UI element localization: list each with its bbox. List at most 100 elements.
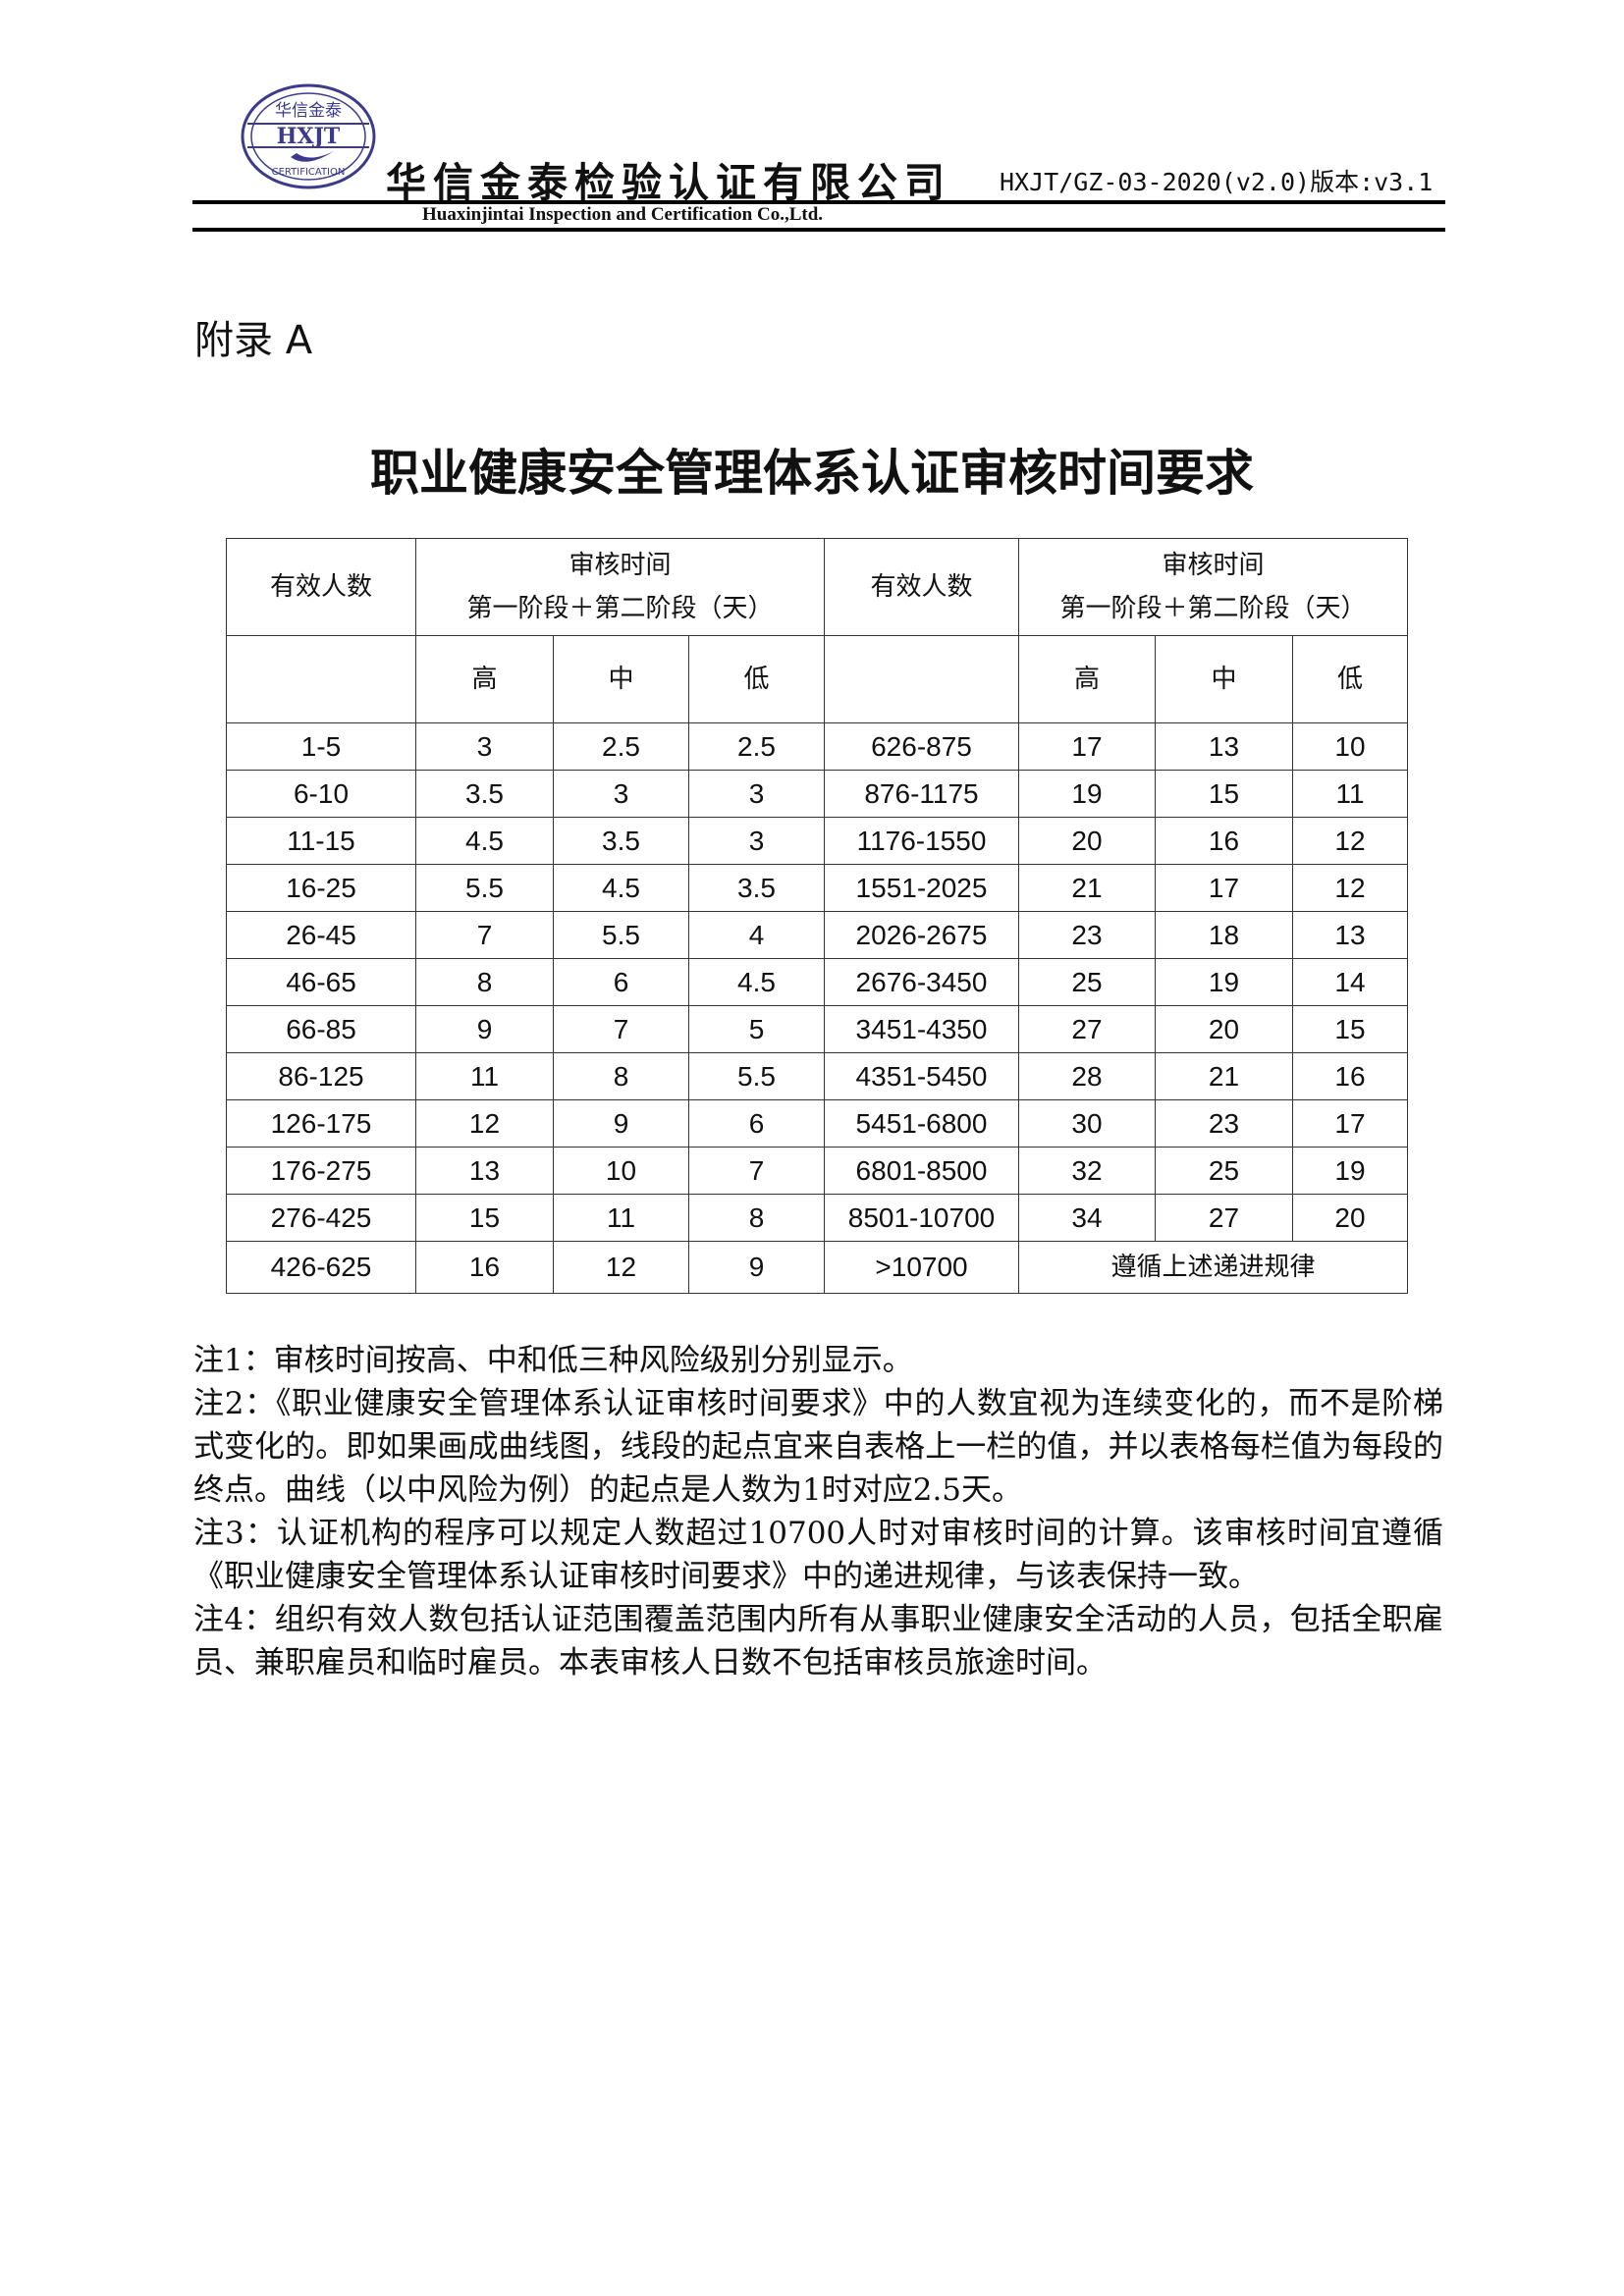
- table-cell: 11-15: [226, 817, 416, 865]
- table-cell: 426-625: [226, 1241, 416, 1294]
- table-cell: 27: [1018, 1005, 1156, 1053]
- table-cell: 8: [688, 1194, 825, 1242]
- table-cell: 46-65: [226, 958, 416, 1006]
- table-cell: 9: [688, 1241, 825, 1294]
- table-cell: 9: [553, 1099, 689, 1148]
- table-cell: 3451-4350: [824, 1005, 1019, 1053]
- table-cell: 23: [1155, 1099, 1293, 1148]
- table-row: 46-65 8 6 4.5 2676-3450 25 19 14: [226, 958, 1408, 1006]
- note-1: 注1：审核时间按高、中和低三种风险级别分别显示。: [193, 1343, 913, 1378]
- table-cell: 20: [1018, 817, 1156, 865]
- table-cell: 10: [1292, 722, 1408, 771]
- table-cell: 1551-2025: [824, 864, 1019, 912]
- table-cell: 8: [553, 1052, 689, 1100]
- table-cell: 5: [688, 1005, 825, 1053]
- table-cell: 11: [1292, 770, 1408, 818]
- table-row: 1-5 3 2.5 2.5 626-875 17 13 10: [226, 722, 1408, 771]
- table-row: 11-15 4.5 3.5 3 1176-1550 20 16 12: [226, 817, 1408, 865]
- table-cell: 6: [688, 1099, 825, 1148]
- table-cell: 1-5: [226, 722, 416, 771]
- table-row: 16-25 5.5 4.5 3.5 1551-2025 21 17 12: [226, 864, 1408, 912]
- table-cell: 66-85: [226, 1005, 416, 1053]
- table-cell: 19: [1155, 958, 1293, 1006]
- table-cell: 16: [1155, 817, 1293, 865]
- empty-cell: [226, 635, 416, 723]
- table-cell: 4351-5450: [824, 1052, 1019, 1100]
- table-cell: 12: [1292, 864, 1408, 912]
- table-cell: 86-125: [226, 1052, 416, 1100]
- header-audit-time-line2: 第一阶段＋第二阶段（天）: [466, 594, 774, 623]
- table-cell: 11: [415, 1052, 554, 1100]
- table-row: 26-45 7 5.5 4 2026-2675 23 18 13: [226, 911, 1408, 959]
- table-cell: 10: [553, 1147, 689, 1195]
- table-cell: 5451-6800: [824, 1099, 1019, 1148]
- table-cell: 4.5: [553, 864, 689, 912]
- table-cell: 5.5: [415, 864, 554, 912]
- company-logo: 华信金泰 HXJT CERTIFICATION: [240, 82, 377, 190]
- table-cell: 28: [1018, 1052, 1156, 1100]
- table-row: 276-425 15 11 8 8501-10700 34 27 20: [226, 1194, 1408, 1242]
- company-name-cn: 华信金泰检验认证有限公司: [386, 159, 951, 206]
- table-cell: >10700: [824, 1241, 1019, 1294]
- table-cell: 126-175: [226, 1099, 416, 1148]
- table-cell: 2.5: [688, 722, 825, 771]
- table-cell: 3: [415, 722, 554, 771]
- header-people: 有效人数: [824, 538, 1019, 636]
- table-cell: 876-1175: [824, 770, 1019, 818]
- table-cell: 8501-10700: [824, 1194, 1019, 1242]
- header-audit-time-line1: 审核时间: [568, 551, 672, 580]
- note-4: 注4：组织有效人数包括认证范围覆盖范围内所有从事职业健康安全活动的人员，包括全职…: [193, 1602, 1443, 1681]
- table-cell: 25: [1018, 958, 1156, 1006]
- table-cell: 19: [1292, 1147, 1408, 1195]
- table-cell: 6-10: [226, 770, 416, 818]
- notes: 注1：审核时间按高、中和低三种风险级别分别显示。 注2：《职业健康安全管理体系认…: [193, 1339, 1443, 1684]
- header-audit-time: 审核时间第一阶段＋第二阶段（天）: [415, 538, 825, 636]
- table-cell: 12: [415, 1099, 554, 1148]
- table-cell: 30: [1018, 1099, 1156, 1148]
- table-cell: 20: [1155, 1005, 1293, 1053]
- table-cell: 5.5: [688, 1052, 825, 1100]
- table-cell: 6: [553, 958, 689, 1006]
- header-rule-top: [192, 200, 1445, 204]
- table-cell: 13: [415, 1147, 554, 1195]
- table-cell: 11: [553, 1194, 689, 1242]
- table-cell: 15: [1292, 1005, 1408, 1053]
- table-cell: 12: [1292, 817, 1408, 865]
- table-cell: 7: [688, 1147, 825, 1195]
- table-cell: 1176-1550: [824, 817, 1019, 865]
- table-cell: 3: [553, 770, 689, 818]
- header-audit-time-line2: 第一阶段＋第二阶段（天）: [1059, 594, 1367, 623]
- level-low: 低: [688, 635, 825, 723]
- table-cell: 7: [553, 1005, 689, 1053]
- table-level-row: 高 中 低 高 中 低: [226, 635, 1408, 723]
- table-cell: 13: [1155, 722, 1293, 771]
- table-cell: 17: [1292, 1099, 1408, 1148]
- page-title: 职业健康安全管理体系认证审核时间要求: [370, 445, 1254, 502]
- svg-text:华信金泰: 华信金泰: [275, 101, 342, 121]
- table-cell: 34: [1018, 1194, 1156, 1242]
- svg-text:HXJT: HXJT: [277, 124, 341, 149]
- table-cell: 32: [1018, 1147, 1156, 1195]
- table-cell: 3.5: [553, 817, 689, 865]
- table-cell: 17: [1155, 864, 1293, 912]
- table-cell: 16: [415, 1241, 554, 1294]
- table-cell: 14: [1292, 958, 1408, 1006]
- header-rule-bottom: [192, 228, 1445, 232]
- table-cell: 17: [1018, 722, 1156, 771]
- table-cell: 3: [688, 817, 825, 865]
- header-audit-time-line1: 审核时间: [1162, 551, 1265, 580]
- table-cell: 4.5: [415, 817, 554, 865]
- table-cell: 3.5: [415, 770, 554, 818]
- table-cell: 2676-3450: [824, 958, 1019, 1006]
- level-low: 低: [1292, 635, 1408, 723]
- table-header-row: 有效人数 审核时间 第一阶段＋第二阶段（天） 有效人数 审核时间 第一阶段＋第二阶段…: [226, 538, 1408, 636]
- table-row: 426-625 16 12 9 >10700 遵循上述递进规律: [226, 1241, 1408, 1294]
- table-cell: 15: [415, 1194, 554, 1242]
- table-cell: 18: [1155, 911, 1293, 959]
- table-cell: 12: [553, 1241, 689, 1294]
- table-cell: 4: [688, 911, 825, 959]
- table-cell: 2026-2675: [824, 911, 1019, 959]
- table-cell: 20: [1292, 1194, 1408, 1242]
- table-row: 6-10 3.5 3 3 876-1175 19 15 11: [226, 770, 1408, 818]
- note-2: 注2：《职业健康安全管理体系认证审核时间要求》中的人数宜视为连续变化的，而不是阶…: [193, 1386, 1443, 1508]
